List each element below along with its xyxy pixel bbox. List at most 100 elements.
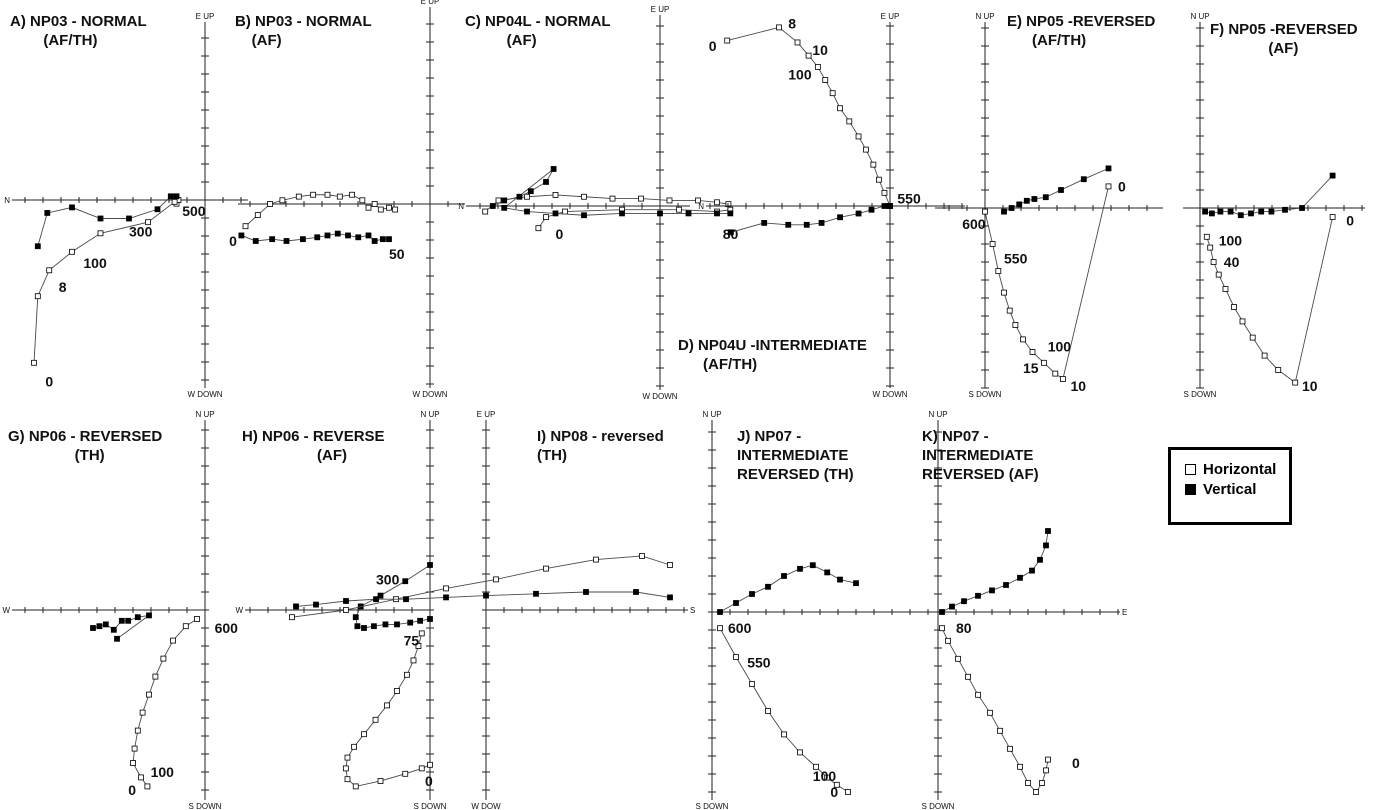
series-vertical <box>34 193 180 250</box>
horizontal-point <box>813 763 819 770</box>
vertical-point <box>939 609 945 615</box>
horizontal-point <box>361 731 367 738</box>
vertical-point <box>1282 206 1288 213</box>
vertical-point <box>97 215 104 222</box>
vertical-point <box>110 626 117 633</box>
horizontal-point <box>1210 259 1217 265</box>
vertical-point <box>887 203 893 209</box>
horizontal-point <box>846 118 853 125</box>
vertical-point <box>483 592 489 599</box>
axis-label-top: E UP <box>477 410 496 419</box>
vertical-point <box>427 562 433 568</box>
horizontal-point <box>97 230 104 237</box>
vertical-point <box>1237 212 1244 219</box>
horizontal-point <box>781 731 787 738</box>
vertical-point <box>379 236 386 243</box>
vertical-point <box>797 565 803 572</box>
vertical-point <box>837 214 843 221</box>
vertical-point <box>1037 556 1043 563</box>
legend-box: Horizontal Vertical <box>1168 447 1292 525</box>
vertical-point <box>1329 172 1336 179</box>
vertical-point <box>252 238 259 244</box>
vertical-point <box>1043 542 1049 549</box>
series-vertical <box>489 166 734 219</box>
step-label: 0 <box>556 226 564 242</box>
horizontal-point <box>666 197 673 204</box>
series-line <box>37 195 177 247</box>
horizontal-point <box>31 359 37 366</box>
horizontal-point <box>524 193 530 200</box>
vertical-point <box>824 569 831 576</box>
step-label: 8 <box>59 279 67 295</box>
horizontal-point <box>410 657 417 664</box>
vertical-point <box>371 238 378 244</box>
vertical-point <box>619 210 625 217</box>
plot-b: E UP W DOWN 0 50 <box>229 0 465 399</box>
vertical-point <box>361 625 367 631</box>
vertical-point <box>516 193 523 200</box>
step-label: 0 <box>128 782 136 798</box>
series-horizontal <box>717 625 851 795</box>
vertical-point <box>386 236 392 243</box>
horizontal-point <box>1039 780 1045 786</box>
horizontal-point <box>863 146 869 153</box>
horizontal-point <box>131 745 138 752</box>
vertical-point <box>733 600 739 606</box>
vertical-point <box>837 576 843 583</box>
horizontal-point <box>352 783 359 790</box>
horizontal-point <box>1041 359 1047 366</box>
vertical-point <box>524 208 530 215</box>
step-label: 100 <box>83 255 107 271</box>
axis-label-left: W <box>235 606 243 615</box>
vertical-point <box>803 221 810 228</box>
horizontal-point <box>965 673 971 680</box>
horizontal-point <box>1029 349 1036 355</box>
series-vertical <box>717 562 859 615</box>
vertical-point <box>527 188 534 195</box>
vertical-point <box>269 236 276 243</box>
horizontal-point <box>377 778 384 784</box>
plot-title-d: D) NP04U -INTERMEDIATE (AF/TH) <box>678 337 867 373</box>
axis-label-top: E UP <box>651 5 670 14</box>
vertical-point <box>583 589 589 595</box>
horizontal-point <box>171 198 178 205</box>
vertical-point <box>714 210 720 217</box>
step-label: 550 <box>1004 250 1028 266</box>
horizontal-point <box>765 708 771 714</box>
horizontal-point <box>1020 336 1026 343</box>
series-horizontal <box>31 197 182 366</box>
plot-title-f: F) NP05 -REVERSED (AF) <box>1210 21 1358 57</box>
vertical-point <box>1299 205 1305 211</box>
vertical-point <box>785 221 792 228</box>
series-vertical <box>238 230 392 244</box>
horizontal-point <box>1329 214 1336 220</box>
horizontal-point <box>1222 286 1229 292</box>
series-line <box>484 194 731 229</box>
vertical-point <box>543 179 549 185</box>
horizontal-point <box>1060 376 1066 382</box>
horizontal-point <box>34 293 41 300</box>
vertical-point <box>1008 205 1015 211</box>
vertical-point <box>781 573 787 579</box>
horizontal-point <box>403 671 410 678</box>
vertical-point <box>382 621 389 628</box>
axis-label-bottom: S DOWN <box>1184 390 1217 399</box>
series-line <box>245 194 396 227</box>
horizontal-point <box>365 204 372 211</box>
series-vertical <box>293 589 673 610</box>
vertical-point <box>1045 528 1051 534</box>
horizontal-point <box>945 637 951 644</box>
vertical-point <box>868 206 875 213</box>
step-label: 300 <box>129 223 153 239</box>
vertical-point <box>818 220 825 226</box>
horizontal-point <box>724 37 731 44</box>
vertical-point <box>489 203 496 209</box>
horizontal-point <box>310 191 317 198</box>
horizontal-point <box>1033 789 1039 795</box>
horizontal-point <box>377 206 384 213</box>
vertical-point <box>1003 582 1009 588</box>
horizontal-point <box>776 24 782 31</box>
horizontal-point <box>995 268 1002 274</box>
horizontal-point <box>1105 183 1112 190</box>
